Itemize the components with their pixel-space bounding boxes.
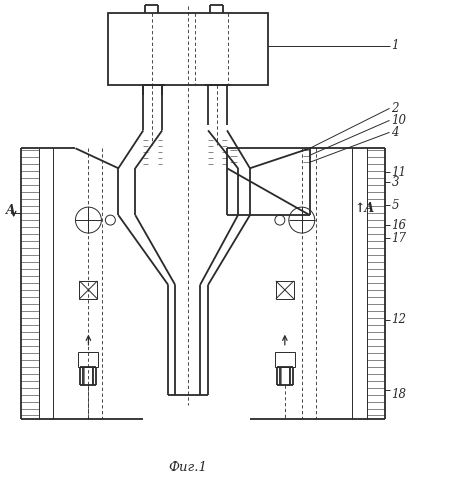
Text: 12: 12: [391, 313, 407, 326]
Text: 4: 4: [391, 126, 399, 139]
Bar: [276, 281, 294, 299]
Text: 10: 10: [391, 114, 407, 127]
Circle shape: [275, 215, 285, 225]
Bar: [109, 12, 268, 85]
Circle shape: [289, 207, 315, 233]
Bar: [79, 352, 98, 367]
Bar: [275, 352, 295, 367]
Text: 1: 1: [391, 39, 399, 52]
Text: 17: 17: [391, 232, 407, 245]
Text: A: A: [6, 204, 15, 217]
Text: 11: 11: [391, 166, 407, 179]
Text: 18: 18: [391, 388, 407, 401]
Text: ↑A: ↑A: [355, 202, 375, 215]
Text: Фиг.1: Фиг.1: [169, 461, 207, 474]
Text: 3: 3: [391, 176, 399, 189]
Text: 2: 2: [391, 102, 399, 115]
Circle shape: [105, 215, 116, 225]
Circle shape: [75, 207, 101, 233]
Text: 16: 16: [391, 219, 407, 232]
Text: 5: 5: [391, 199, 399, 212]
Bar: [79, 281, 97, 299]
